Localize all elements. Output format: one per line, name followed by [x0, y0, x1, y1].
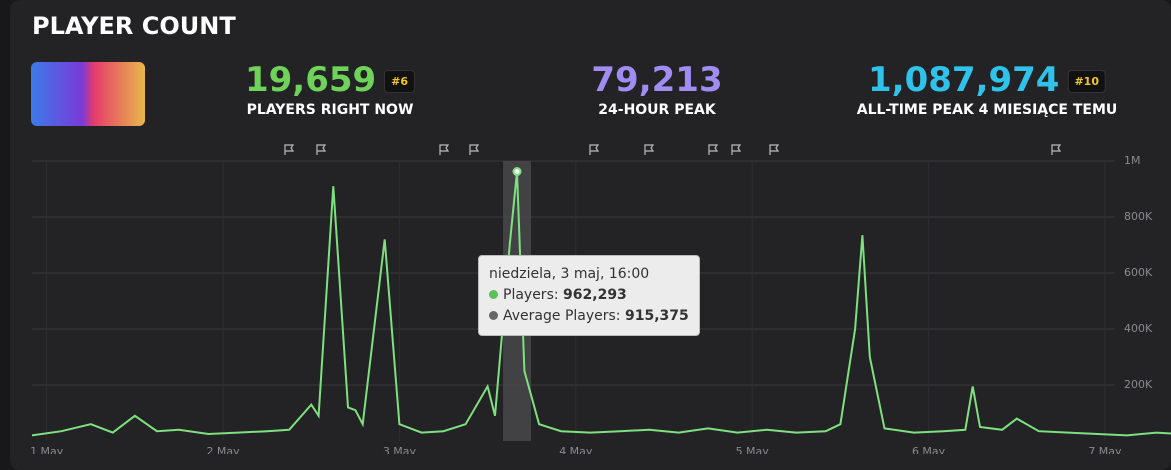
tooltip-label: Players: [503, 287, 559, 303]
x-tick-label: 7 May [1088, 445, 1122, 454]
y-tick-label: 600K [1124, 266, 1153, 279]
y-tick-label: 800K [1124, 210, 1153, 223]
rank-badge: #6 [384, 70, 416, 93]
hover-point [512, 167, 522, 177]
stat-label: 24-HOUR PEAK [598, 102, 716, 118]
event-flag [708, 144, 719, 155]
event-flag [644, 144, 655, 155]
y-tick-label: 200K [1124, 378, 1153, 391]
event-flag [769, 144, 780, 155]
stat-label: ALL-TIME PEAK 4 MIESIĄCE TEMU [856, 102, 1118, 118]
event-flag [316, 144, 327, 155]
x-tick-label: 2 May [206, 445, 240, 454]
x-tick-label: 6 May [912, 445, 946, 454]
tooltip-value: 915,375 [624, 308, 689, 324]
stat-value: 79,213 [591, 60, 723, 100]
x-tick-label: 3 May [383, 445, 417, 454]
rank-badge: #10 [1067, 70, 1106, 93]
event-flag [439, 144, 450, 155]
stat: 1,087,974 #10 ALL-TIME PEAK 4 MIESIĄCE TE… [857, 60, 1118, 118]
x-tick-label: 5 May [736, 445, 770, 454]
tooltip-label: Average Players: [503, 308, 621, 324]
legend-dot [489, 290, 498, 299]
stat-label: PLAYERS RIGHT NOW [246, 102, 414, 118]
tooltip-row: Average Players: 915,375 [489, 306, 689, 327]
tooltip-row: Players: 962,293 [489, 285, 689, 306]
x-tick-label: 1 May [30, 445, 64, 454]
event-flag [1051, 144, 1062, 155]
stat-value: 19,659 [244, 60, 377, 100]
event-flag [469, 144, 480, 155]
game-thumbnail [31, 62, 145, 126]
panel: PLAYER COUNT 19,659 #6 PLAYERS RIGHT NOW … [10, 0, 1171, 470]
event-flag [589, 144, 600, 155]
title: PLAYER COUNT [32, 12, 236, 40]
x-tick-label: 4 May [559, 445, 593, 454]
y-tick-label: 400K [1124, 322, 1153, 335]
tooltip-date: niedziela, 3 maj, 16:00 [489, 266, 650, 282]
page: PLAYER COUNT 19,659 #6 PLAYERS RIGHT NOW … [10, 0, 1171, 470]
series-line [31, 171, 1171, 437]
event-flag [731, 144, 742, 155]
event-flag [284, 144, 295, 155]
tooltip-value: 962,293 [563, 287, 627, 303]
chart: 200K 400K 600K 800K 1M 1 May 2 May 3 May 4 May 5 … [30, 144, 1171, 454]
legend-dot [489, 311, 498, 320]
y-tick-label: 1M [1124, 154, 1141, 167]
stat-value: 1,087,974 [868, 60, 1060, 100]
tooltip: niedziela, 3 maj, 16:00 Players: 962,293… [478, 255, 700, 336]
stat: 79,213 24-HOUR PEAK [591, 60, 722, 118]
stat: 19,659 #6 PLAYERS RIGHT NOW [244, 60, 416, 118]
